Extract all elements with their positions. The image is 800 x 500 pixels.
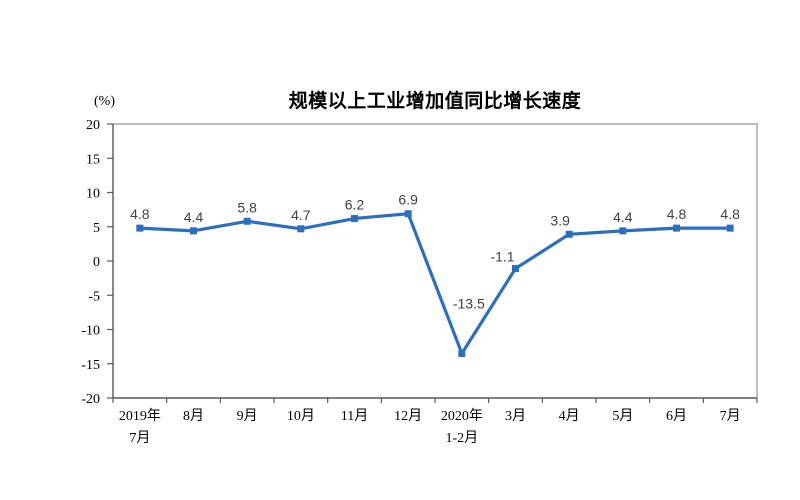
data-point-label: -1.1 [490, 249, 514, 265]
data-point-marker [512, 265, 519, 273]
data-point-marker [673, 224, 680, 232]
data-point-label: 4.7 [291, 207, 311, 223]
data-point-marker [190, 227, 197, 235]
data-point-label: 6.9 [398, 192, 418, 208]
chart-title: 规模以上工业增加值同比增长速度 [288, 91, 582, 112]
data-point-label: 3.9 [550, 212, 570, 228]
data-point-marker [458, 349, 466, 357]
y-tick-label: -5 [88, 289, 100, 304]
plot-border [113, 123, 758, 398]
y-tick-label: -15 [81, 358, 100, 373]
x-tick-label: 2019年 7月 [119, 408, 161, 446]
data-point-label: 4.4 [184, 209, 204, 225]
data-point-marker [404, 210, 412, 218]
y-tick-label: 15 [86, 152, 100, 167]
x-tick-label: 4月 [559, 408, 580, 424]
axis-lines [112, 124, 757, 399]
series-line [138, 212, 732, 356]
x-tick-label: 8月 [183, 408, 204, 424]
x-tick-label: 2020年 1-2月 [441, 408, 483, 446]
data-point-label: 4.8 [667, 206, 687, 222]
x-tick-label: 12月 [394, 408, 422, 424]
x-tick-label: 6月 [666, 408, 687, 424]
y-tick-label: -20 [81, 392, 100, 407]
data-point-label: -13.5 [453, 295, 485, 311]
data-point-marker [243, 217, 251, 225]
y-axis-unit-label: (%) [94, 94, 115, 109]
data-point-marker [619, 227, 627, 235]
data-point-marker [297, 225, 305, 233]
data-point-label: 5.8 [237, 199, 257, 215]
x-tick-label: 10月 [287, 408, 315, 424]
data-point-label: 4.8 [130, 206, 150, 222]
y-tick-label: 10 [86, 187, 100, 202]
y-tick-label: 0 [93, 255, 100, 270]
y-tick-label: -10 [81, 324, 100, 339]
data-point-marker [726, 224, 734, 232]
x-tick-label: 9月 [237, 408, 258, 424]
data-point-label: 4.4 [613, 209, 633, 225]
x-tick-label: 11月 [341, 408, 368, 424]
data-point-label: 4.8 [720, 206, 740, 222]
y-tick-label: 5 [93, 221, 100, 236]
data-point-marker [136, 224, 144, 232]
data-point-marker [565, 230, 573, 238]
data-point-label: 6.2 [345, 197, 365, 213]
x-tick-label: 5月 [612, 408, 633, 424]
y-tick-label: 20 [86, 118, 100, 133]
x-tick-label: 7月 [720, 408, 741, 424]
data-point-marker [351, 215, 358, 223]
x-tick-label: 3月 [505, 408, 526, 424]
